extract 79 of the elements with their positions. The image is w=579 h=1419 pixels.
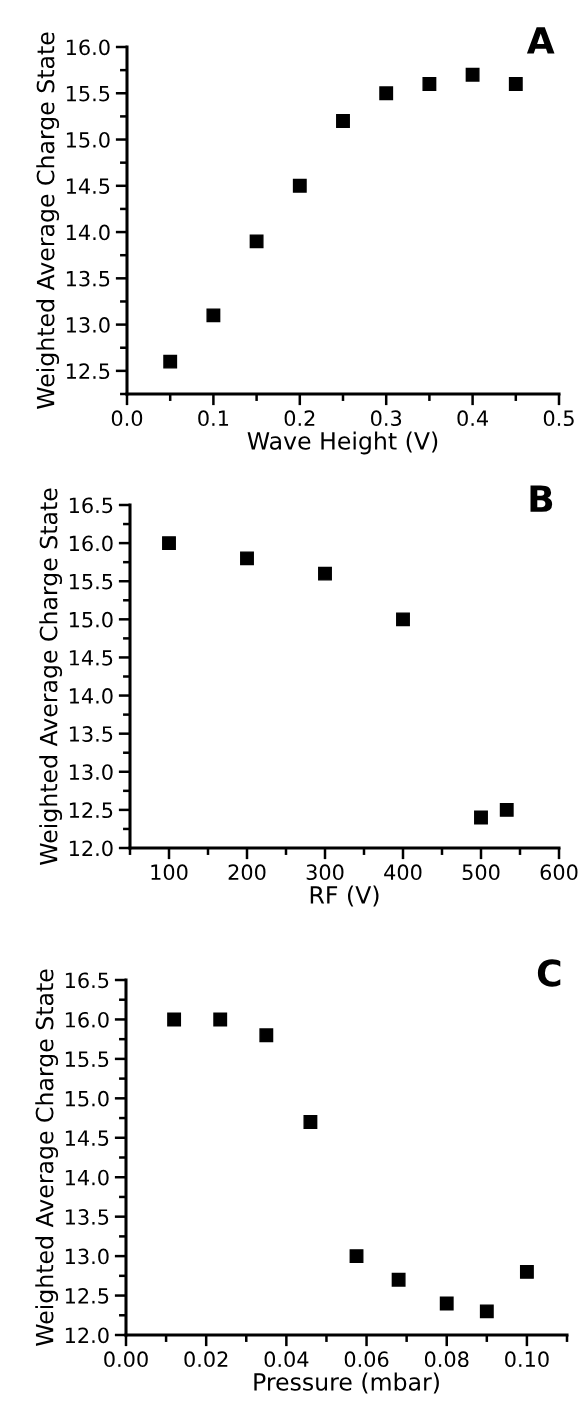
y-tick-label: 13.5 [65,1209,109,1225]
y-tick-label: 16.0 [69,535,113,552]
x-tick-label: 0.5 [543,410,574,427]
point [519,1264,534,1279]
y-tick-label: 14.5 [66,178,110,195]
point [479,1304,494,1319]
chart-title: A [526,27,555,54]
x-tick-label: 500 [462,864,500,881]
y-tick-label: 14.0 [66,224,110,241]
y-tick-label: 13.5 [66,270,110,287]
point [474,810,488,825]
y-tick-label: 12.5 [69,802,113,819]
point [391,1272,406,1287]
y-tick-label: 15.0 [69,611,113,628]
x-tick-label: 0.02 [184,1351,228,1368]
x-axis-title: RF (V) [310,885,379,907]
y-tick-label: 16.0 [66,39,110,56]
y-tick-label: 15.5 [69,573,113,590]
point [206,308,221,323]
y-tick-label: 13.0 [65,1248,109,1265]
x-axis-title: Wave Height (V) [247,431,438,455]
point [439,1296,454,1311]
point [379,86,394,101]
x-tick-label: 0.3 [371,410,402,427]
y-tick-label: 15.0 [65,1090,109,1107]
point [240,551,254,566]
point [349,1249,364,1264]
y-tick-label: 16.5 [69,497,113,514]
x-tick-label: 600 [540,864,578,881]
chart-title: C [537,959,561,987]
point [167,1012,182,1027]
y-tick-label: 12.5 [66,363,110,380]
y-tick-label: 15.5 [65,1051,109,1068]
y-tick-label: 14.5 [69,650,113,666]
chart-title: B [530,485,553,512]
x-tick-label: 0.2 [284,410,315,427]
y-tick-label: 12.0 [69,840,113,857]
x-tick-label: 0.08 [424,1351,469,1368]
x-tick-label: 0.4 [457,410,488,427]
x-tick-label: 100 [151,864,188,881]
point [396,612,410,627]
point [259,1028,274,1043]
y-tick-label: 14.0 [65,1169,109,1186]
x-tick-label: 0.0 [111,410,143,427]
point [465,67,480,82]
y-tick-label: 15.0 [66,131,110,148]
x-tick-label: 300 [306,864,344,881]
point [499,802,514,817]
y-axis-title: Weighted Average Charge State [35,969,59,1346]
y-tick-label: 16.5 [65,972,109,989]
point [163,354,178,369]
point [318,566,332,581]
y-tick-label: 12.0 [65,1327,109,1344]
y-axis-title: Weighted Average Charge State [39,488,63,865]
point [213,1012,228,1027]
point [508,77,523,91]
x-tick-label: 0.00 [104,1351,148,1368]
y-tick-label: 14.0 [69,688,113,704]
y-tick-label: 13.0 [66,317,110,333]
point [249,234,264,249]
point [303,1115,318,1129]
point [292,178,307,193]
x-tick-label: 0.06 [344,1351,389,1368]
y-tick-label: 13.5 [69,726,113,742]
x-tick-label: 0.1 [198,410,229,427]
x-tick-label: 200 [228,864,266,881]
y-tick-label: 14.5 [65,1130,109,1146]
x-axis-title: Pressure (mbar) [254,1372,439,1394]
y-tick-label: 12.5 [65,1288,109,1304]
x-tick-label: 0.04 [264,1351,309,1368]
point [422,77,437,91]
point [162,536,176,551]
x-tick-label: 400 [384,864,422,881]
x-tick-label: 0.10 [505,1351,549,1368]
point [336,114,350,128]
y-tick-label: 16.0 [65,1011,109,1028]
y-tick-label: 13.0 [69,764,113,780]
y-axis-title: Weighted Average Charge State [36,32,60,409]
y-tick-label: 15.5 [66,85,110,102]
